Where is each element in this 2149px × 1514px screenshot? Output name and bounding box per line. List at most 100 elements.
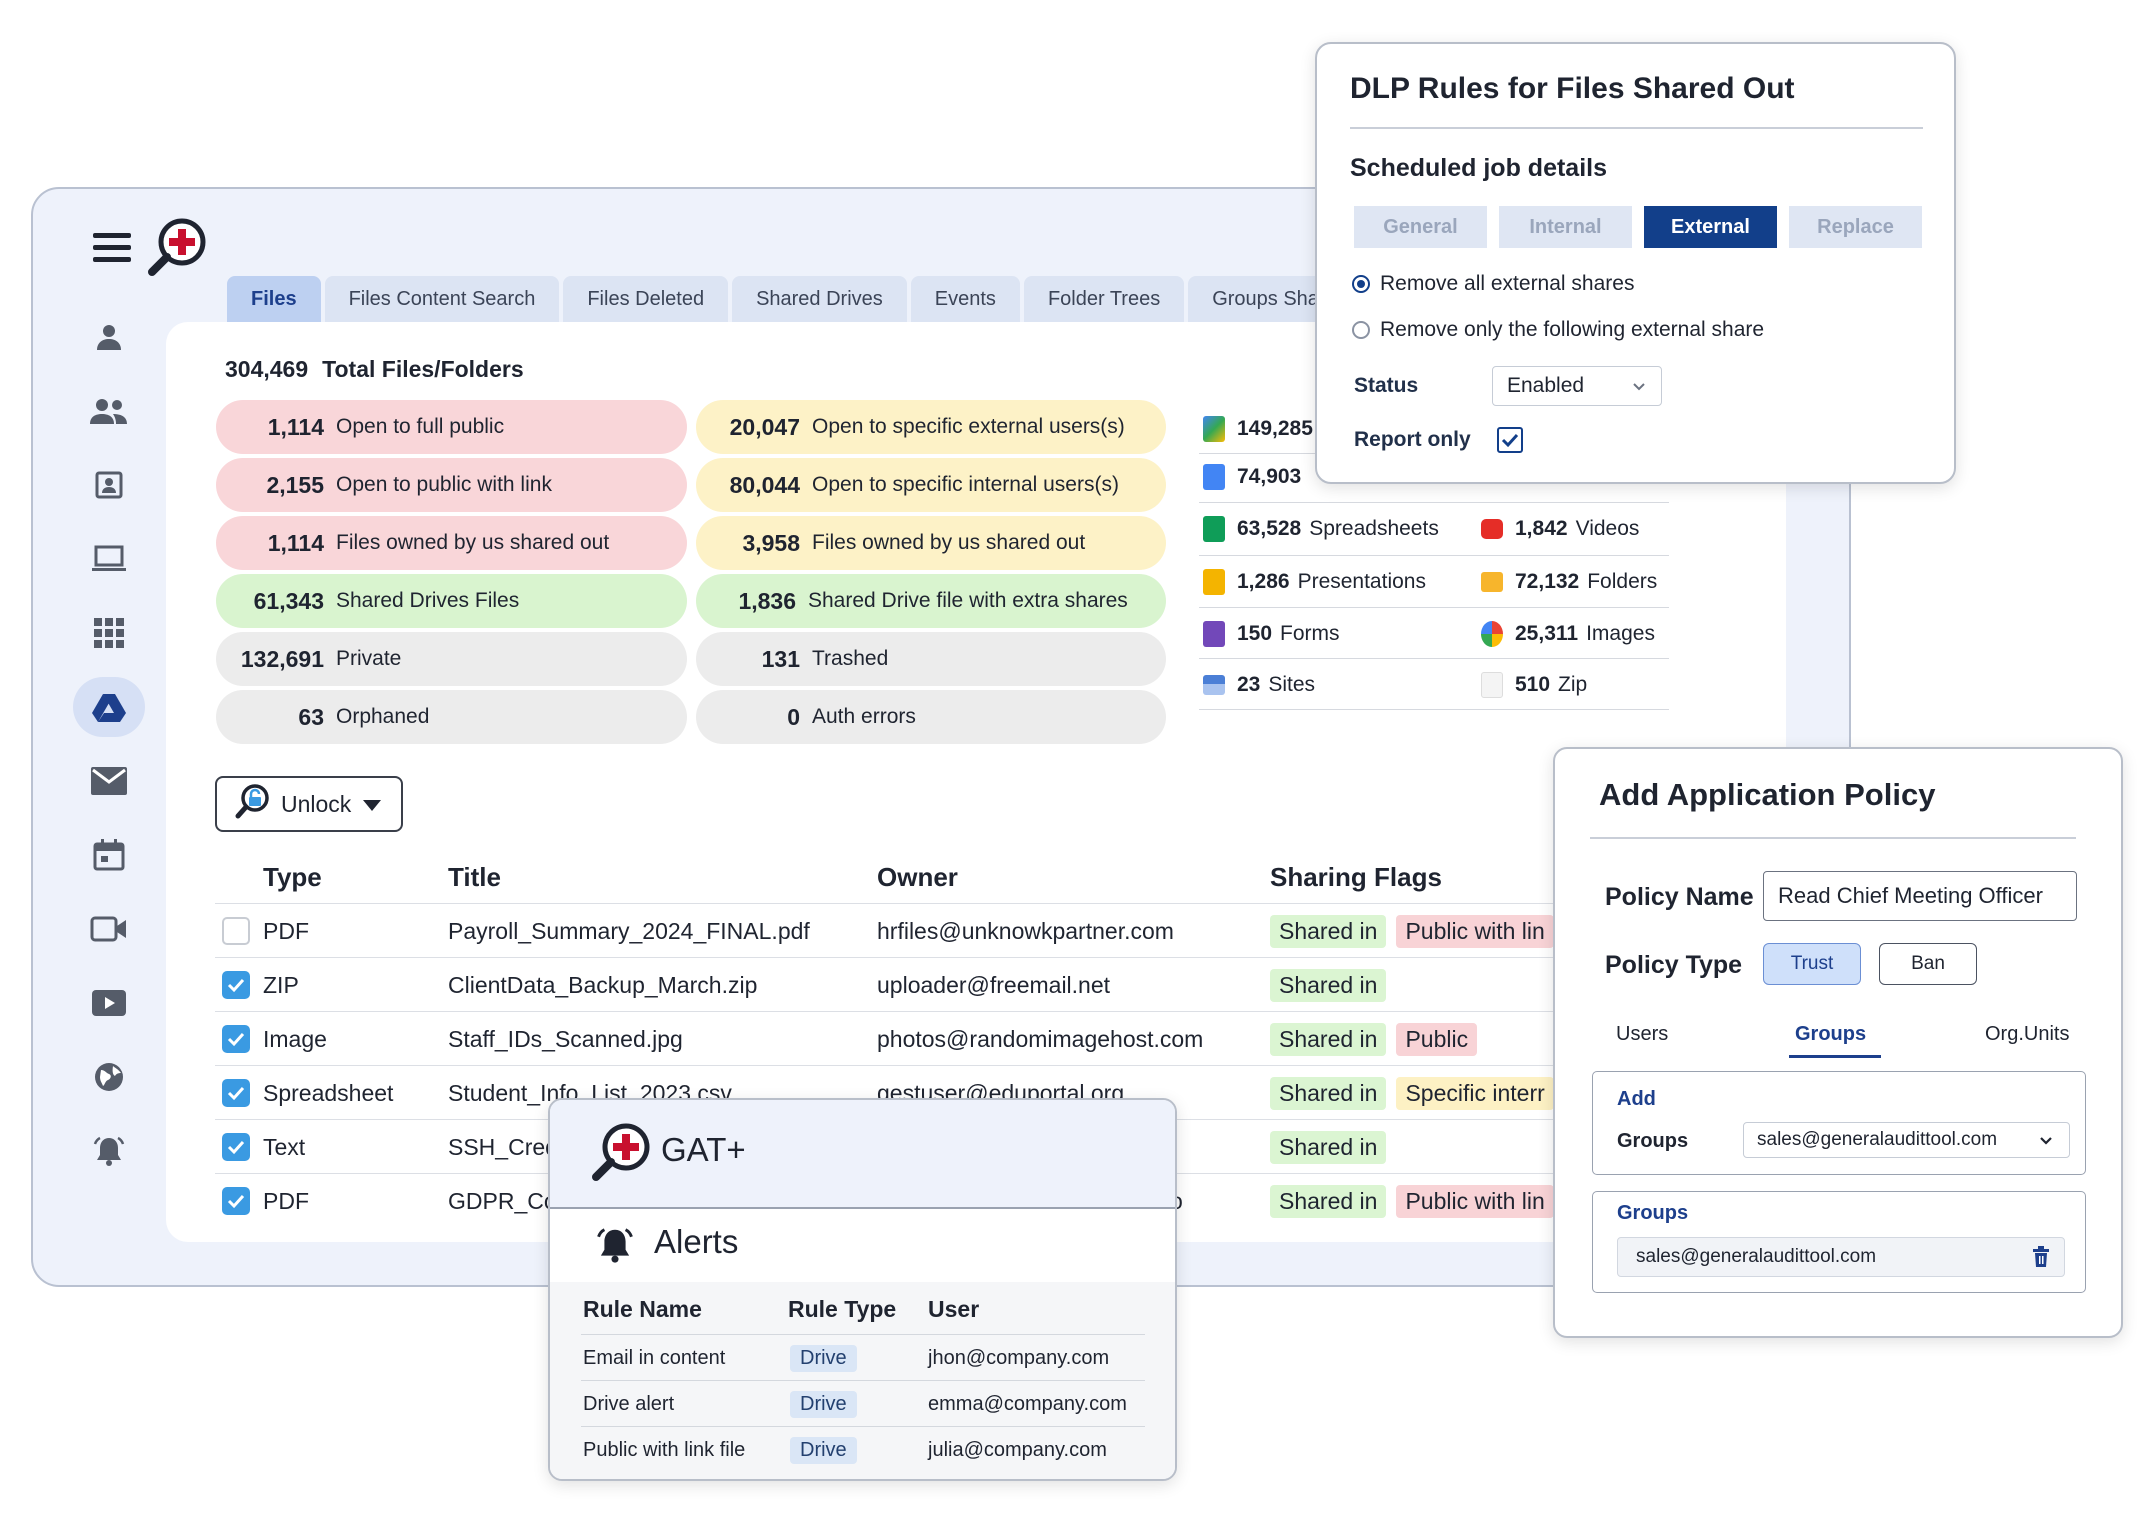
radio-remove-all-external[interactable]: Remove all external shares <box>1352 270 1634 298</box>
col-sharing-flags-header[interactable]: Sharing Flags <box>1270 862 1442 892</box>
file-type-item[interactable]: 1,842 Videos <box>1481 504 1639 554</box>
groups-select-value: sales@generalaudittool.com <box>1757 1129 1998 1150</box>
trust-button[interactable]: Trust <box>1763 943 1861 985</box>
file-type-item[interactable]: 510 Zip <box>1481 660 1587 710</box>
file-type-item[interactable]: 74,903 <box>1203 452 1309 502</box>
files-tabs: Files Files Content Search Files Deleted… <box>227 276 1355 322</box>
drive-icon[interactable] <box>73 677 145 737</box>
stat-specific-internal[interactable]: 80,044 Open to specific internal users(s) <box>696 458 1166 512</box>
row-checkbox-checked[interactable] <box>222 1133 250 1161</box>
stat-private[interactable]: 132,691 Private <box>216 632 687 686</box>
user-icon[interactable] <box>73 307 145 367</box>
col-owner-header[interactable]: Owner <box>877 862 958 892</box>
cell-title[interactable]: Staff_IDs_Scanned.jpg <box>448 1025 683 1052</box>
stat-trashed[interactable]: 131 Trashed <box>696 632 1166 686</box>
cell-rule-name: Email in content <box>583 1346 726 1369</box>
file-type-item[interactable]: 25,311 Images <box>1481 609 1655 659</box>
col-title-header[interactable]: Title <box>448 862 501 892</box>
tab-users[interactable]: Users <box>1616 1023 1669 1045</box>
stat-public-with-link[interactable]: 2,155 Open to public with link <box>216 458 687 512</box>
calendar-icon[interactable] <box>73 825 145 885</box>
stat-orphaned[interactable]: 63 Orphaned <box>216 690 687 744</box>
table-row[interactable]: Spreadsheet Student_Info_List_2023.csv g… <box>215 1065 1635 1120</box>
cell-user: jhon@company.com <box>928 1346 1110 1369</box>
tab-files-content-search[interactable]: Files Content Search <box>324 276 560 322</box>
file-type-item[interactable]: 63,528 Spreadsheets <box>1203 504 1439 554</box>
row-checkbox-checked[interactable] <box>222 1025 250 1053</box>
file-type-count: 149,285 <box>1237 417 1313 440</box>
row-checkbox-checked[interactable] <box>222 971 250 999</box>
file-type-item[interactable]: 1,286 Presentations <box>1203 557 1426 607</box>
file-type-item[interactable]: 72,132 Folders <box>1481 557 1657 607</box>
cell-title[interactable]: Payroll_Summary_2024_FINAL.pdf <box>448 917 810 944</box>
row-checkbox-checked[interactable] <box>222 1187 250 1215</box>
table-row[interactable]: Text SSH_Cred Shared in <box>215 1119 1635 1174</box>
tab-shared-drives[interactable]: Shared Drives <box>732 276 907 322</box>
segment-internal[interactable]: Internal <box>1499 206 1632 248</box>
mail-icon[interactable] <box>73 751 145 811</box>
stat-shared-drives-files[interactable]: 61,343 Shared Drives Files <box>216 574 687 628</box>
stat-shared-drive-extra-shares[interactable]: 1,836 Shared Drive file with extra shares <box>696 574 1166 628</box>
video-camera-icon[interactable] <box>73 899 145 959</box>
file-type-item[interactable]: 23 Sites <box>1203 660 1315 710</box>
stat-specific-external[interactable]: 20,047 Open to specific external users(s) <box>696 400 1166 454</box>
trash-icon[interactable] <box>2032 1246 2050 1274</box>
cell-title[interactable]: ClientData_Backup_March.zip <box>448 971 758 998</box>
caret-down-icon <box>363 791 382 818</box>
flag-public: Public <box>1396 1022 1478 1056</box>
stat-owned-shared-out-2[interactable]: 3,958 Files owned by us shared out <box>696 516 1166 570</box>
youtube-icon[interactable] <box>73 973 145 1033</box>
table-row[interactable]: ZIP ClientData_Backup_March.zip uploader… <box>215 957 1635 1012</box>
cell-title[interactable]: SSH_Cred <box>448 1133 558 1160</box>
contact-card-icon[interactable] <box>73 455 145 515</box>
zip-icon <box>1481 672 1503 698</box>
flag-shared-in: Shared in <box>1270 968 1387 1002</box>
laptop-icon[interactable] <box>73 529 145 589</box>
tab-events[interactable]: Events <box>910 276 1020 322</box>
row-checkbox-checked[interactable] <box>222 1079 250 1107</box>
alert-row[interactable]: Public with link file Drive julia@compan… <box>581 1426 1145 1473</box>
stat-auth-errors[interactable]: 0 Auth errors <box>696 690 1166 744</box>
stat-value: 0 <box>787 703 800 730</box>
status-select[interactable]: Enabled <box>1492 366 1662 406</box>
divider <box>1590 837 2076 839</box>
unlock-button[interactable]: Unlock <box>215 776 403 832</box>
stat-owned-shared-out[interactable]: 1,114 Files owned by us shared out <box>216 516 687 570</box>
segment-replace[interactable]: Replace <box>1789 206 1922 248</box>
table-row[interactable]: Image Staff_IDs_Scanned.jpg photos@rando… <box>215 1011 1635 1066</box>
videos-icon <box>1481 519 1503 539</box>
file-type-count: 72,132 <box>1515 570 1580 593</box>
file-type-item[interactable]: 150 Forms <box>1203 609 1340 659</box>
file-type-item[interactable]: 149,285 <box>1203 404 1321 454</box>
alert-row[interactable]: Drive alert Drive emma@company.com <box>581 1380 1145 1427</box>
cell-owner: photos@randomimagehost.com <box>877 1025 1204 1052</box>
alert-row[interactable]: Email in content Drive jhon@company.com <box>581 1334 1145 1381</box>
policy-name-input[interactable]: Read Chief Meeting Officer <box>1763 871 2077 921</box>
globe-icon[interactable] <box>73 1047 145 1107</box>
tab-groups[interactable]: Groups <box>1795 1023 1867 1045</box>
cell-title[interactable]: GDPR_Co <box>448 1187 557 1214</box>
stat-open-full-public[interactable]: 1,114 Open to full public <box>216 400 687 454</box>
alert-bell-icon[interactable] <box>73 1121 145 1181</box>
groups-select[interactable]: sales@generalaudittool.com <box>1743 1122 2070 1158</box>
segment-external[interactable]: External <box>1644 206 1777 248</box>
ban-button[interactable]: Ban <box>1879 943 1977 985</box>
report-only-checkbox[interactable] <box>1497 427 1523 453</box>
tab-folder-trees[interactable]: Folder Trees <box>1023 276 1185 322</box>
gat-brand-name: GAT+ <box>661 1131 746 1168</box>
radio-remove-following-external[interactable]: Remove only the following external share <box>1352 316 1764 344</box>
segment-general[interactable]: General <box>1354 206 1487 248</box>
stat-value: 20,047 <box>729 413 800 440</box>
col-type-header[interactable]: Type <box>263 862 322 892</box>
users-group-icon[interactable] <box>73 381 145 441</box>
tab-org-units[interactable]: Org.Units <box>1985 1023 2070 1045</box>
table-row[interactable]: PDF Payroll_Summary_2024_FINAL.pdf hrfil… <box>215 903 1635 958</box>
apps-grid-icon[interactable] <box>73 603 145 663</box>
gat-logo-icon <box>146 217 208 277</box>
hamburger-menu-icon[interactable] <box>93 233 131 263</box>
tab-files-deleted[interactable]: Files Deleted <box>563 276 729 322</box>
row-checkbox[interactable] <box>222 917 250 945</box>
tab-files[interactable]: Files <box>227 276 321 322</box>
file-type-label: Presentations <box>1297 570 1426 593</box>
